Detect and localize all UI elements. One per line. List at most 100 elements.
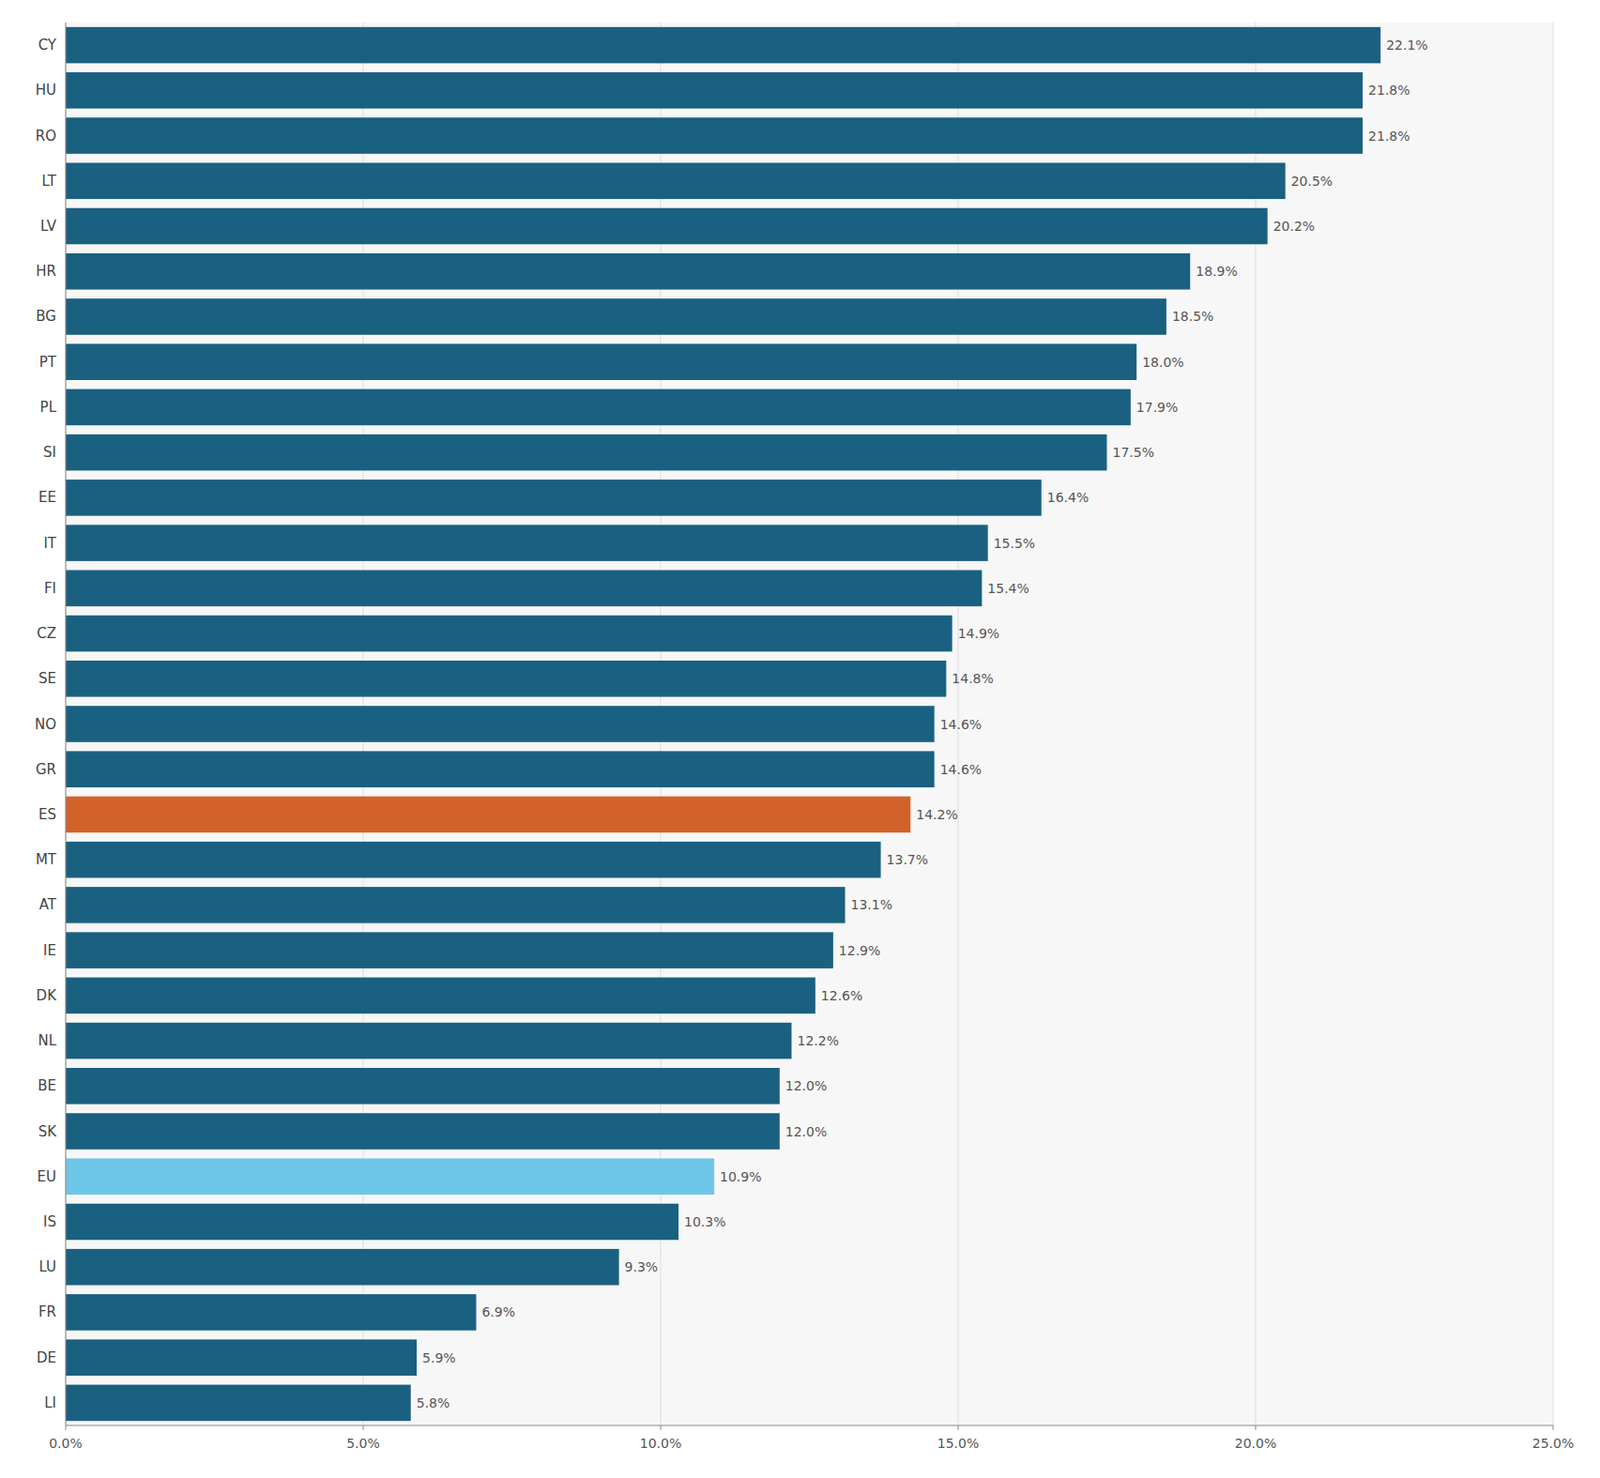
bar [65, 660, 946, 698]
bar [65, 615, 953, 653]
bar [65, 931, 834, 969]
category-label: HR [35, 262, 57, 280]
x-axis: 0.0%5.0%10.0%15.0%20.0%25.0% [48, 1425, 1574, 1451]
data-label: 9.3% [624, 1259, 659, 1275]
category-label: FR [38, 1303, 57, 1321]
tick-label: 10.0% [640, 1435, 682, 1451]
bar [65, 27, 1381, 64]
y-axis: CYHUROLTLVHRBGPTPLSIEEITFICZSENOGRESMTAT… [34, 36, 58, 1412]
bar [65, 117, 1363, 154]
bar [65, 1203, 679, 1241]
bar [65, 434, 1108, 472]
bar [65, 841, 882, 879]
bar [65, 886, 846, 924]
category-label: PT [39, 353, 58, 371]
tick-label: 20.0% [1234, 1435, 1277, 1451]
category-label: PL [40, 398, 58, 416]
bar [65, 1294, 476, 1331]
data-label: 10.9% [719, 1169, 762, 1185]
data-label: 15.5% [993, 535, 1036, 551]
data-label: 21.8% [1368, 82, 1410, 98]
background [0, 0, 1600, 1478]
category-label: IS [43, 1213, 57, 1231]
category-label: DK [36, 987, 59, 1005]
category-label: LT [42, 172, 58, 190]
data-label: 20.2% [1273, 218, 1315, 234]
category-label: LI [44, 1394, 57, 1412]
data-label: 12.0% [785, 1078, 827, 1094]
bar [65, 253, 1190, 290]
data-label: 12.0% [785, 1124, 827, 1140]
data-labels: 22.1%21.8%21.8%20.5%20.2%18.9%18.5%18.0%… [416, 37, 1429, 1411]
tick-mark [1255, 1425, 1257, 1431]
category-label: SK [38, 1123, 59, 1141]
category-label: DE [36, 1349, 57, 1367]
data-label: 18.9% [1195, 263, 1237, 279]
category-label: MT [35, 851, 58, 869]
bar [65, 1339, 417, 1376]
category-label: LV [40, 217, 58, 235]
category-label: ES [38, 806, 57, 823]
data-label: 18.0% [1142, 354, 1184, 370]
bar [65, 977, 816, 1015]
data-label: 5.9% [422, 1350, 457, 1366]
bar [65, 389, 1131, 427]
tick-mark [65, 1425, 67, 1431]
category-label: CY [38, 36, 58, 54]
data-label: 18.5% [1172, 308, 1214, 324]
data-label: 17.9% [1136, 399, 1178, 415]
data-label: 5.8% [416, 1395, 451, 1411]
bar [65, 208, 1268, 245]
bar [65, 479, 1042, 517]
bar [65, 298, 1167, 336]
category-label: FI [44, 579, 57, 597]
category-label: NL [37, 1032, 57, 1050]
data-label: 6.9% [481, 1304, 516, 1320]
category-label: LU [38, 1258, 57, 1276]
tick-mark [1553, 1425, 1555, 1431]
data-label: 12.2% [796, 1033, 839, 1049]
category-label: GR [35, 761, 57, 778]
bar [65, 1112, 780, 1150]
bar [65, 1067, 780, 1105]
tick-mark [363, 1425, 365, 1431]
category-label: EE [38, 488, 57, 506]
data-label: 16.4% [1047, 489, 1089, 505]
data-label: 20.5% [1291, 173, 1333, 189]
data-label: 14.6% [940, 761, 982, 778]
bar [65, 1385, 412, 1422]
bar [65, 570, 982, 608]
bar [65, 343, 1137, 381]
bar [65, 796, 911, 834]
data-label: 15.4% [987, 580, 1029, 596]
tick-mark [958, 1425, 960, 1431]
grid [65, 22, 1554, 1426]
tick-mark [660, 1425, 662, 1431]
bar [65, 72, 1363, 109]
category-label: SI [43, 443, 57, 461]
category-label: HU [35, 81, 57, 99]
category-label: RO [35, 127, 57, 145]
y-axis-line [65, 22, 67, 1426]
data-label: 13.7% [886, 852, 929, 868]
data-label: 14.8% [951, 670, 993, 686]
category-label: AT [39, 896, 58, 914]
category-label: NO [34, 716, 57, 733]
data-label: 12.9% [838, 943, 881, 959]
category-label: BG [35, 307, 57, 325]
bar [65, 1022, 792, 1060]
data-label: 12.6% [821, 988, 863, 1004]
data-label: 13.1% [851, 897, 893, 913]
tick-label: 15.0% [937, 1435, 979, 1451]
category-label: EU [37, 1168, 57, 1186]
plot-area [65, 22, 1554, 1426]
bar [65, 524, 989, 562]
bars [65, 27, 1381, 1421]
tick-label: 5.0% [346, 1435, 381, 1451]
data-label: 17.5% [1112, 444, 1155, 460]
tick-label: 0.0% [48, 1435, 83, 1451]
chart: 0.0%5.0%10.0%15.0%20.0%25.0%CYHUROLTLVHR… [0, 0, 1600, 1478]
grid-line [65, 22, 67, 1426]
category-label: IT [43, 534, 57, 552]
data-label: 14.6% [940, 716, 982, 732]
